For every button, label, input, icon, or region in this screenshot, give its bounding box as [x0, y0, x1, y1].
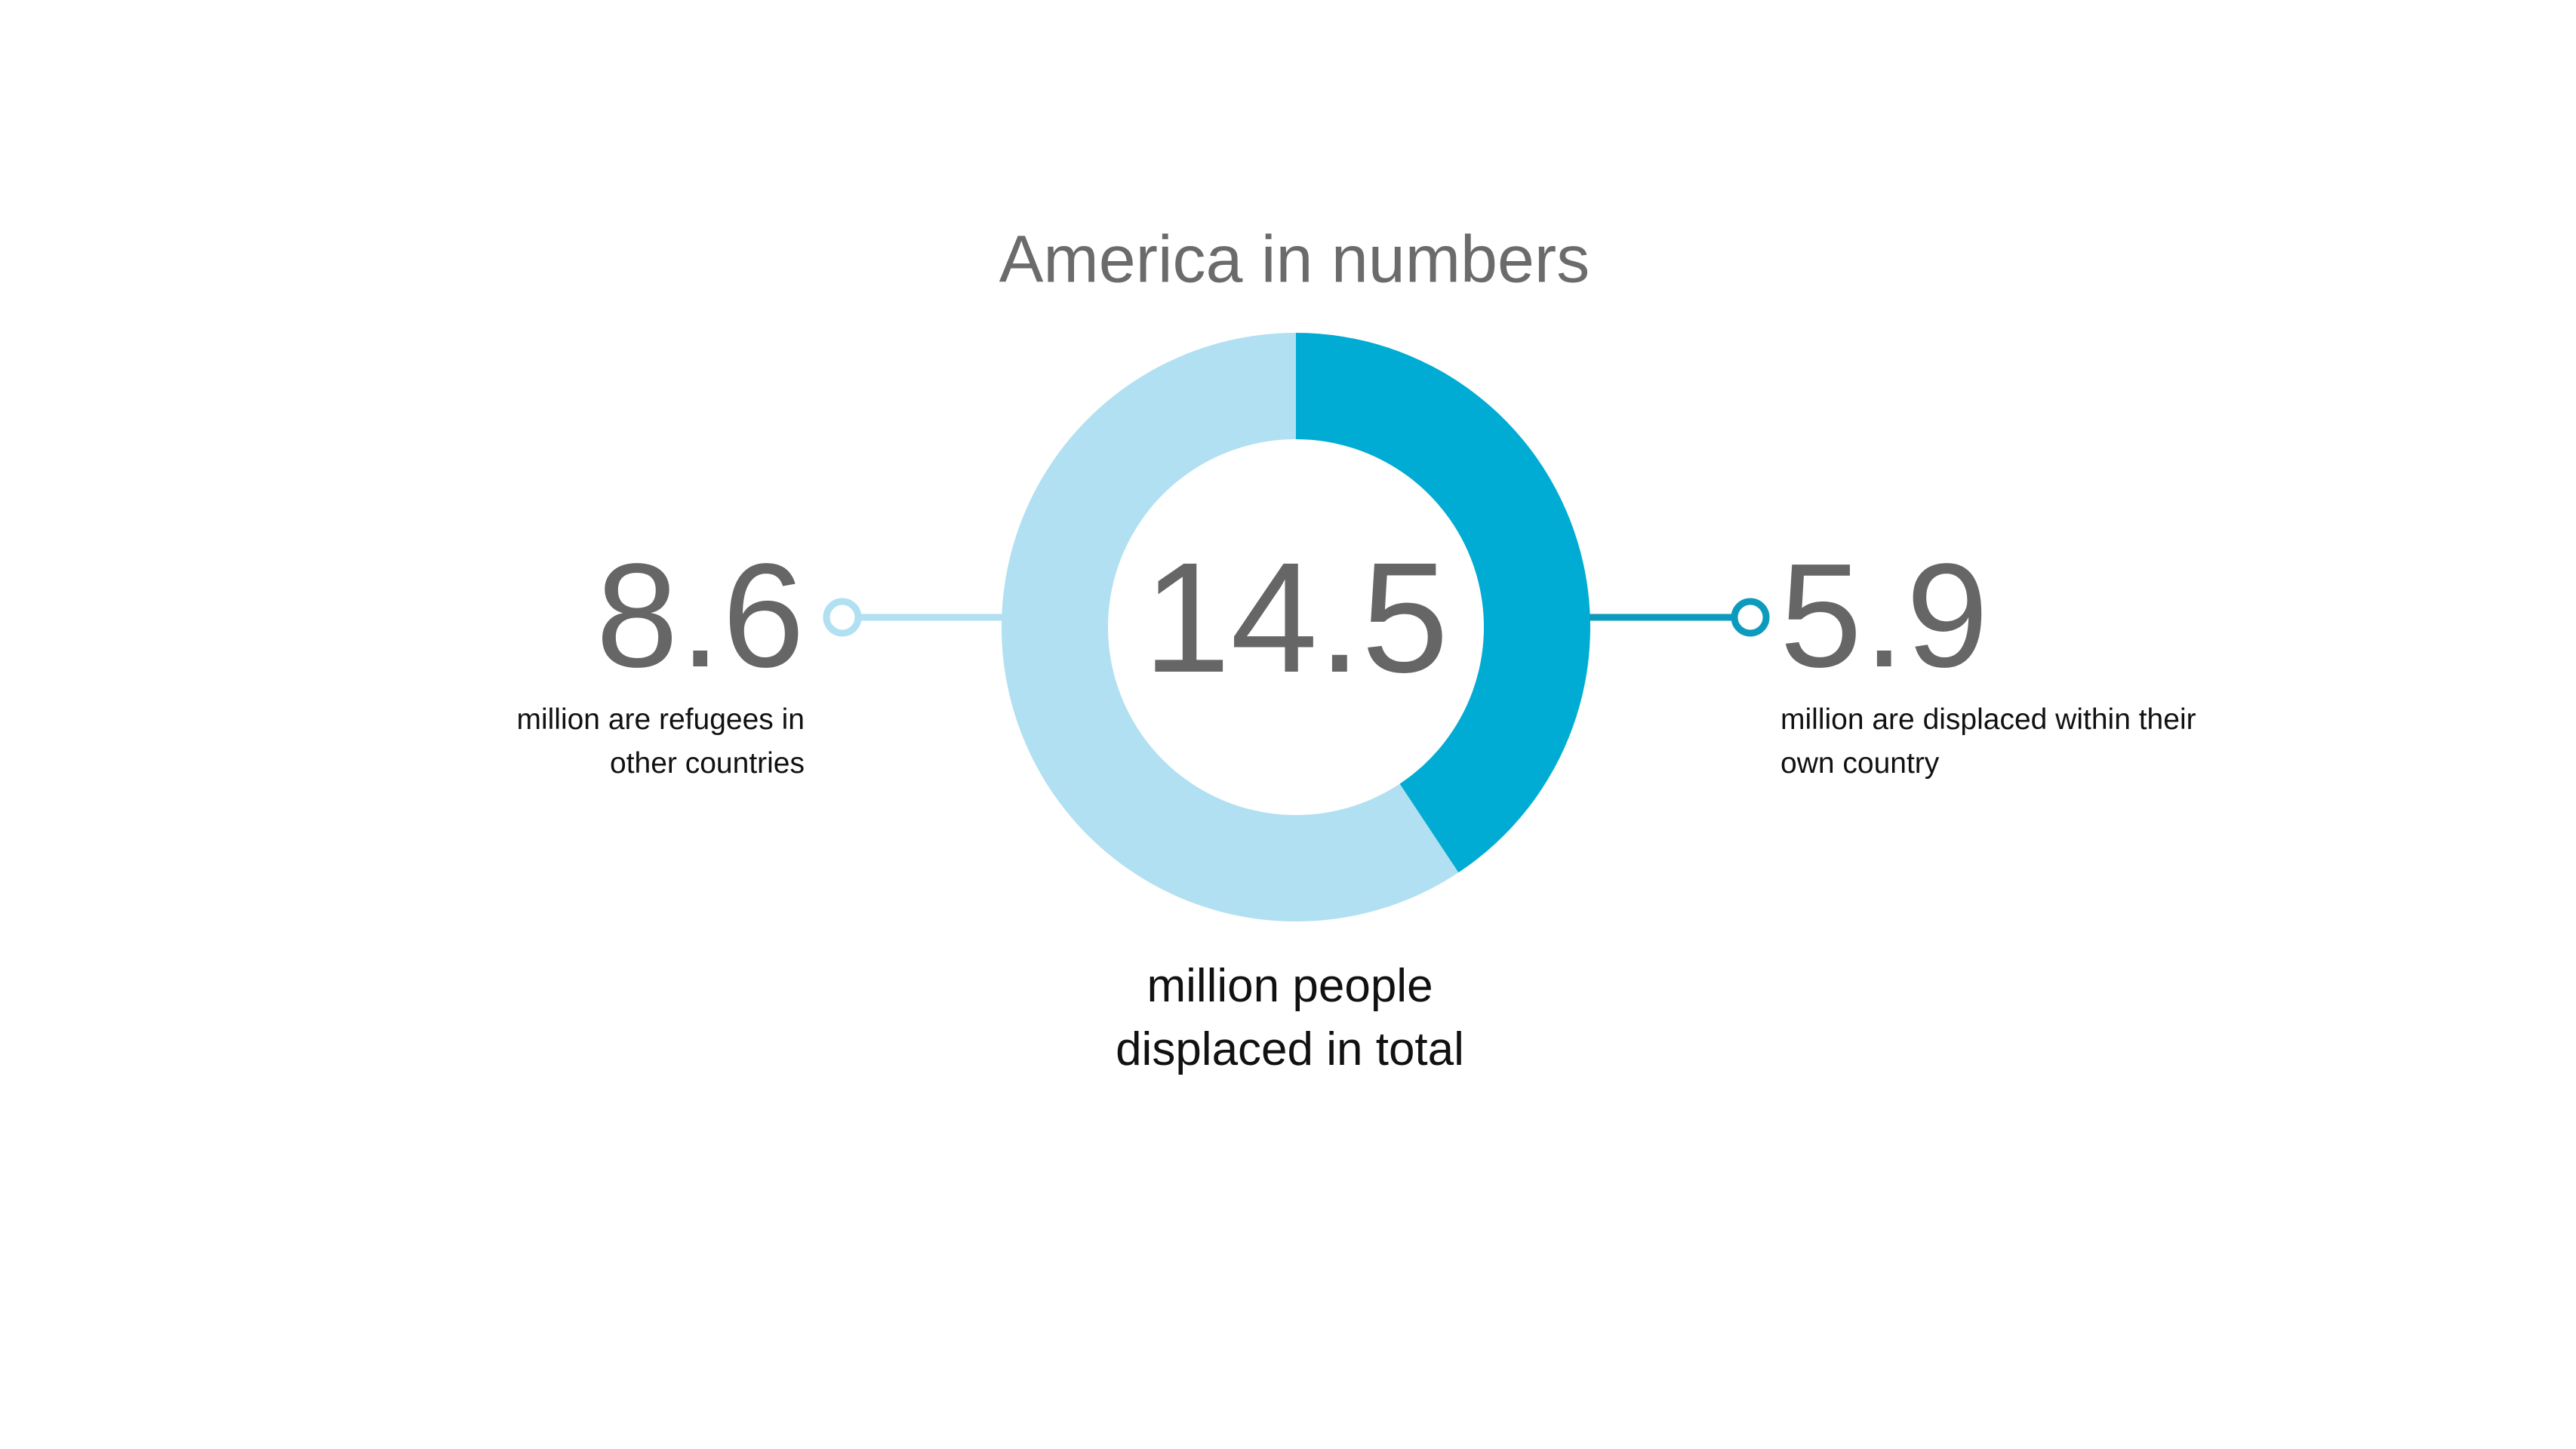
- category-label: million are displaced within their own c…: [1780, 703, 2196, 780]
- value-label: 8.6: [596, 533, 806, 698]
- total-value: 14.5: [1143, 531, 1449, 706]
- donut-segment: [1001, 333, 1459, 921]
- connector-dot: [823, 598, 862, 637]
- value-label: 5.9: [1780, 533, 1990, 698]
- chart-title: America in numbers: [999, 221, 1590, 296]
- category-label: million are refugees in other countries: [516, 703, 805, 780]
- connector-dot: [1731, 598, 1770, 637]
- donut-segment: [1296, 333, 1590, 873]
- total-label: million people displaced in total: [1116, 960, 1464, 1075]
